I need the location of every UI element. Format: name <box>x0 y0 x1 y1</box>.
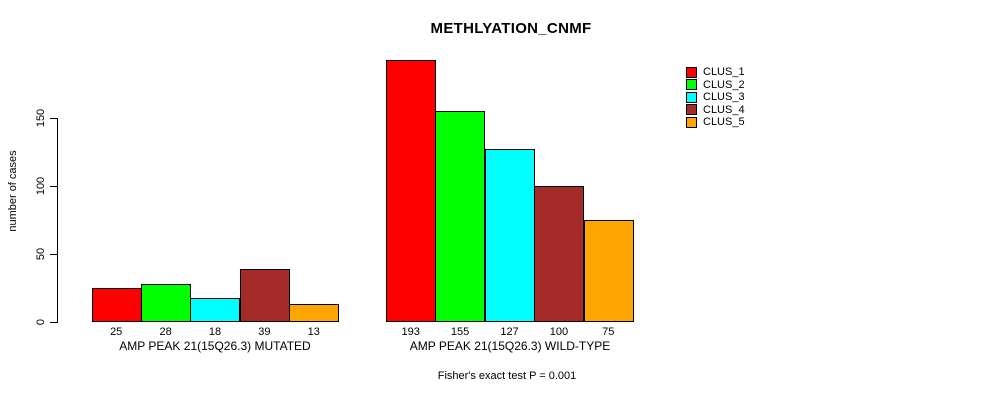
bar-value-label: 39 <box>258 325 271 338</box>
group-label-mutated: AMP PEAK 21(15Q26.3) MUTATED <box>119 339 311 353</box>
y-axis-tick-label: 150 <box>35 108 47 128</box>
y-axis-tick-label: 100 <box>35 176 47 196</box>
bar-clus_3-mutated <box>190 298 240 322</box>
y-axis-tick <box>50 117 57 119</box>
legend-swatch-clus_5 <box>686 116 697 128</box>
bar-clus_4-wild-type <box>534 186 584 322</box>
chart-title: METHLYATION_CNMF <box>430 20 592 37</box>
y-axis-tick-label: 0 <box>35 318 47 326</box>
bar-value-label: 18 <box>208 325 222 338</box>
bar-clus_5-mutated <box>289 304 339 322</box>
y-axis-tick <box>50 185 57 187</box>
legend-item-label: CLUS_3 <box>703 91 745 104</box>
legend-swatch-clus_1 <box>686 66 697 78</box>
legend-swatch-clus_4 <box>686 104 697 116</box>
bar-value-label: 155 <box>450 325 470 338</box>
group-label-wild-type: AMP PEAK 21(15Q26.3) WILD-TYPE <box>409 339 611 353</box>
legend-item-label: CLUS_4 <box>703 103 745 116</box>
bar-clus_2-mutated <box>141 284 191 322</box>
legend-item-label: CLUS_5 <box>703 116 745 129</box>
bar-clus_4-mutated <box>240 269 290 322</box>
y-axis-label: number of cases <box>7 150 19 232</box>
legend-item-label: CLUS_2 <box>703 78 745 91</box>
y-axis-tick <box>50 321 57 323</box>
bar-clus_2-wild-type <box>435 111 485 322</box>
bar-value-label: 127 <box>500 325 519 338</box>
legend-swatch-clus_3 <box>686 91 697 103</box>
y-axis-tick-label: 50 <box>35 247 47 261</box>
bar-clus_1-mutated <box>92 288 142 322</box>
bar-value-label: 28 <box>159 325 172 338</box>
bar-value-label: 100 <box>549 325 569 338</box>
bar-clus_1-wild-type <box>386 60 436 322</box>
legend-swatch-clus_2 <box>686 79 697 91</box>
y-axis-line <box>57 118 58 323</box>
bar-clus_3-wild-type <box>485 149 535 322</box>
bar-value-label: 75 <box>602 325 615 338</box>
bar-value-label: 13 <box>307 325 320 338</box>
bar-value-label: 193 <box>401 325 420 338</box>
fisher-test-annotation: Fisher's exact test P = 0.001 <box>437 370 577 382</box>
y-axis-tick <box>50 253 57 255</box>
bar-value-label: 25 <box>110 325 123 338</box>
bar-clus_5-wild-type <box>584 220 634 322</box>
legend-item-label: CLUS_1 <box>703 66 745 78</box>
